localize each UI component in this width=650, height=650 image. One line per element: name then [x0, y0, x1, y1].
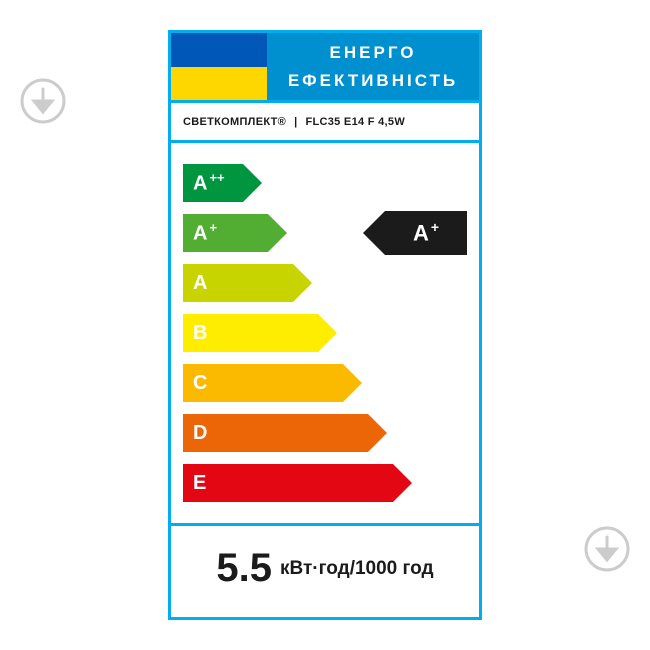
efficiency-row: C	[183, 361, 467, 405]
efficiency-bar: A+	[183, 214, 268, 252]
efficiency-row: D	[183, 411, 467, 455]
flag-bottom-stripe	[171, 67, 267, 101]
efficiency-bar-label: D	[193, 422, 207, 445]
efficiency-marker: A+	[385, 211, 467, 255]
flag-top-stripe	[171, 33, 267, 67]
header-line1: ЕНЕРГО	[330, 39, 417, 66]
efficiency-bar-label: A++	[193, 170, 225, 196]
consumption-value: 5.5	[216, 546, 272, 591]
efficiency-marker-label: A+	[413, 219, 439, 246]
efficiency-row: B	[183, 311, 467, 355]
efficiency-bar: E	[183, 464, 393, 502]
arrow-down-icon	[584, 526, 630, 572]
efficiency-chart: A++ A+ A+ A B C D E	[171, 143, 479, 523]
efficiency-bar: B	[183, 314, 318, 352]
efficiency-bar: A++	[183, 164, 243, 202]
efficiency-bar: C	[183, 364, 343, 402]
efficiency-bar-label: C	[193, 372, 207, 395]
nav-prev-button[interactable]	[20, 78, 66, 124]
header-row: ЕНЕРГО ЕФЕКТИВНІСТЬ	[171, 33, 479, 103]
consumption-footer: 5.5 кВт·год/1000 год	[171, 523, 479, 611]
arrow-down-icon	[20, 78, 66, 124]
efficiency-row: A++	[183, 161, 467, 205]
brand-separator: |	[294, 116, 297, 128]
energy-label-card: ЕНЕРГО ЕФЕКТИВНІСТЬ СВЕТКОМПЛЕКТ® | FLC3…	[168, 30, 482, 620]
efficiency-row: A+ A+	[183, 211, 467, 255]
efficiency-bar-label: B	[193, 322, 207, 345]
efficiency-row: E	[183, 461, 467, 505]
efficiency-bar: A	[183, 264, 293, 302]
consumption-unit: кВт·год/1000 год	[280, 558, 434, 580]
efficiency-bar-label: A	[193, 272, 207, 295]
efficiency-bar-label: E	[193, 472, 206, 495]
brand-row: СВЕТКОМПЛЕКТ® | FLC35 E14 F 4,5W	[171, 103, 479, 143]
header-title: ЕНЕРГО ЕФЕКТИВНІСТЬ	[267, 33, 479, 100]
brand-model: FLC35 E14 F 4,5W	[305, 116, 405, 128]
efficiency-bar-label: A+	[193, 220, 217, 246]
nav-next-button[interactable]	[584, 526, 630, 572]
brand-name: СВЕТКОМПЛЕКТ®	[183, 116, 286, 128]
efficiency-bar: D	[183, 414, 368, 452]
ukraine-flag	[171, 33, 267, 100]
efficiency-row: A	[183, 261, 467, 305]
header-line2: ЕФЕКТИВНІСТЬ	[288, 67, 458, 94]
